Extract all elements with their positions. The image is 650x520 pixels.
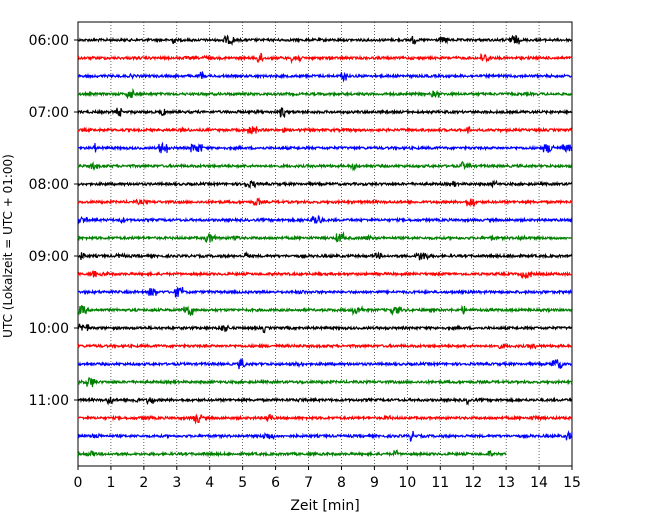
seismogram-trace — [77, 429, 573, 442]
y-axis: 06:00 07:00 08:00 09:00 10:00 11:00 — [29, 33, 78, 409]
seismogram-trace — [77, 107, 573, 119]
seismogram-trace — [77, 342, 573, 351]
y-tick-label: 06:00 — [29, 33, 69, 49]
grid-lines — [110, 22, 540, 466]
seismogram-trace — [77, 358, 573, 370]
x-tick-label: 1 — [106, 475, 115, 491]
y-tick-label: 08:00 — [29, 177, 69, 193]
seismogram-trace — [77, 230, 573, 243]
x-tick-label: 0 — [74, 475, 83, 491]
seismogram-trace — [77, 87, 573, 100]
seismogram-trace — [77, 197, 573, 208]
y-tick-label: 07:00 — [29, 105, 69, 121]
x-tick-label: 6 — [271, 475, 280, 491]
x-tick-label: 14 — [530, 475, 548, 491]
seismogram-trace — [77, 323, 573, 334]
y-tick-label: 11:00 — [29, 393, 69, 409]
seismogram-trace — [77, 125, 573, 135]
x-axis: 0 1 2 3 4 5 6 7 8 9 10 11 12 13 14 15 — [74, 466, 581, 491]
seismogram-trace — [77, 251, 573, 261]
seismogram-trace — [77, 34, 573, 46]
seismogram-trace — [77, 413, 573, 425]
seismogram-trace — [77, 270, 573, 280]
seismogram-trace — [77, 215, 573, 225]
x-tick-label: 4 — [205, 475, 214, 491]
seismogram-trace — [77, 141, 573, 154]
x-tick-label: 10 — [398, 475, 416, 491]
plot-frame — [77, 21, 573, 467]
x-tick-label: 9 — [370, 475, 379, 491]
y-tick-label: 09:00 — [29, 249, 69, 265]
x-tick-label: 13 — [497, 475, 515, 491]
x-tick-label: 15 — [563, 475, 581, 491]
plot-area — [77, 21, 573, 467]
x-tick-label: 7 — [304, 475, 313, 491]
x-tick-label: 2 — [139, 475, 148, 491]
x-axis-label: Zeit [min] — [290, 498, 359, 514]
seismogram-trace — [77, 377, 573, 388]
seismogram-trace — [77, 161, 573, 172]
seismogram-trace — [77, 287, 573, 298]
seismogram-trace — [77, 179, 573, 190]
x-tick-label: 8 — [337, 475, 346, 491]
x-tick-label: 3 — [172, 475, 181, 491]
y-axis-label: UTC (Lokalzeit = UTC + 01:00) — [1, 154, 15, 338]
seismogram-trace — [77, 396, 573, 406]
seismogram-trace — [77, 71, 573, 83]
seismogram-trace — [77, 52, 573, 65]
seismogram-trace — [77, 304, 573, 317]
x-tick-label: 11 — [431, 475, 449, 491]
x-tick-label: 12 — [464, 475, 482, 491]
y-tick-label: 10:00 — [29, 321, 69, 337]
x-tick-label: 5 — [238, 475, 247, 491]
seismogram-trace — [77, 449, 507, 458]
trace-group — [77, 34, 573, 458]
